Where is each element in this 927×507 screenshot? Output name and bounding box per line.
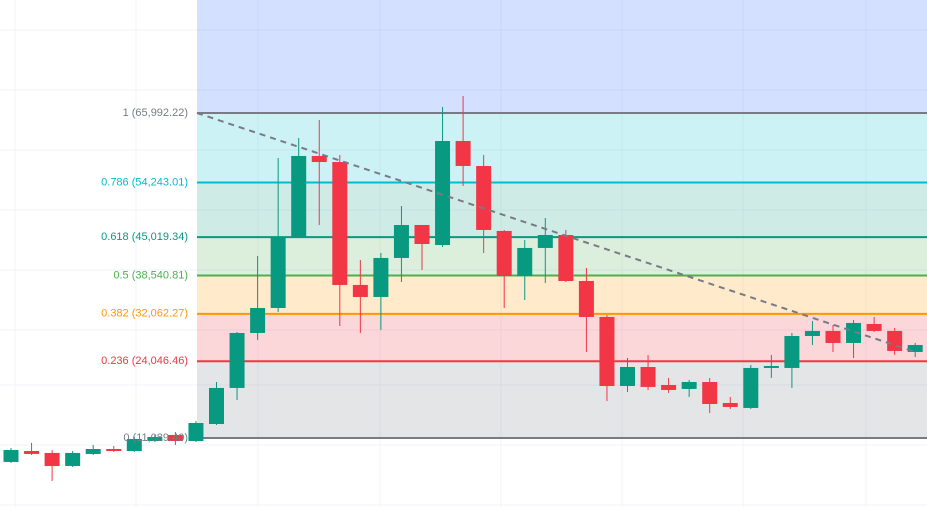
fib-level-label: 0 (11,089.40) (123, 432, 188, 444)
candle-body (167, 434, 183, 441)
trend-line (196, 112, 916, 353)
candle-body (743, 367, 759, 408)
fib-labels: 1 (65,992.22) 0.786 (54,243.01) 0.618 (45,… (101, 107, 188, 444)
candle-body (352, 284, 368, 297)
fib-zone (197, 275, 927, 314)
candle-body (558, 235, 574, 281)
fib-zone (197, 182, 927, 238)
fib-level-label: 0.786 (54,243.01) (101, 176, 188, 188)
candle-body (702, 381, 718, 405)
fib-level-label: 1 (65,992.22) (123, 107, 188, 119)
candle-body (291, 155, 307, 237)
fib-level-label: 0.382 (32,062.27) (101, 308, 188, 320)
candle-body (311, 155, 327, 163)
candle-body (24, 451, 40, 454)
fib-zones (197, 0, 927, 438)
candle-body (3, 449, 19, 462)
candle-body (188, 423, 204, 441)
candle-body (147, 436, 163, 441)
candle-body (373, 257, 389, 297)
candle-body (846, 322, 862, 343)
candle-body (106, 448, 122, 452)
fib-zone (197, 361, 927, 438)
candle-body (907, 344, 923, 352)
candle-body (65, 452, 81, 466)
candles (3, 96, 923, 481)
fib-zone (197, 313, 927, 362)
candle-body (661, 385, 677, 390)
candle-body (209, 387, 224, 425)
candle-body (620, 367, 635, 387)
candle-body (44, 452, 60, 466)
candle-body (578, 280, 594, 317)
candle-body (496, 230, 512, 276)
fib-level-label: 0.5 (38,540.81) (113, 269, 188, 281)
fib-zone (197, 112, 927, 183)
candle-body (393, 224, 409, 258)
candle-body (866, 323, 882, 331)
candle-body (887, 330, 903, 351)
fib-levels (197, 111, 927, 439)
candle-body (455, 141, 471, 166)
fib-level-label: 0.618 (45,019.34) (101, 231, 188, 243)
candle-body (250, 307, 266, 333)
candle-body (722, 402, 738, 407)
candle-body (681, 381, 697, 389)
fib-level-label: 0.236 (24,046.46) (101, 355, 188, 367)
candle-body (804, 330, 820, 336)
candle-body (414, 224, 430, 244)
candle-body (640, 367, 656, 387)
candle-body (85, 448, 101, 454)
candle-body (784, 335, 800, 368)
candle-body (537, 235, 553, 248)
fib-zone-top (197, 0, 927, 113)
candle-body (270, 236, 286, 308)
candle-body (517, 247, 533, 276)
candle-body (825, 330, 841, 343)
candle-body (229, 332, 245, 388)
candle-body (476, 165, 492, 230)
candle-body (332, 162, 348, 285)
candle-body (126, 438, 142, 452)
candle-body (435, 141, 451, 246)
candle-body (599, 316, 615, 387)
candle-body (763, 365, 779, 368)
